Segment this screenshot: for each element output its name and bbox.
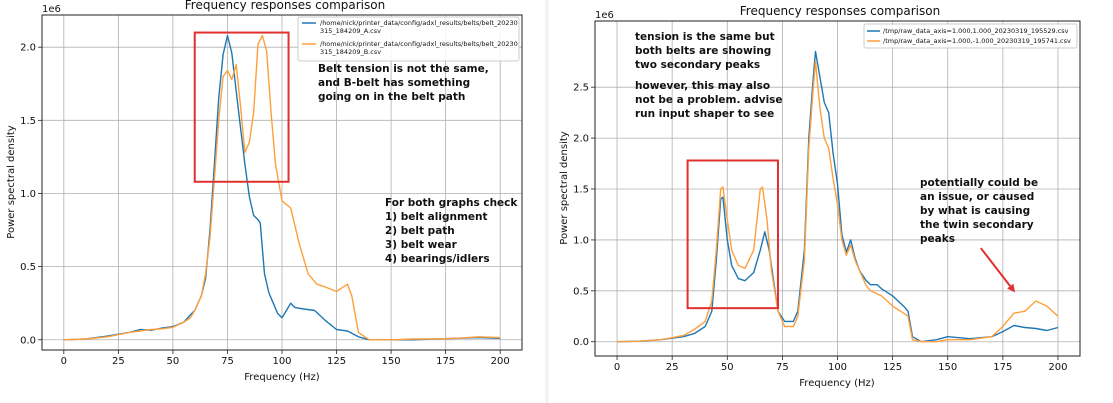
chart-right-y-tick-label: 2.5: [573, 83, 589, 94]
chart-left-y-ticks: 0.0 0.5 1.0 1.5 2.0: [20, 43, 42, 346]
annotation-line: both belts are showing: [635, 45, 771, 57]
chart-right-x-tick-label: 100: [828, 362, 847, 373]
annotation-line: potentially could be: [920, 177, 1038, 189]
chart-left-x-tick-label: 0: [61, 356, 67, 367]
chart-left-legend: /home/nick/printer_data/config/adxl_resu…: [297, 16, 520, 62]
chart-right-x-tick-label: 150: [938, 362, 957, 373]
chart-right-y-tick-label: 0.0: [573, 337, 589, 348]
chart-left-series-b-line: [63, 34, 501, 341]
chart-left-x-tick-label: 100: [272, 356, 291, 367]
legend-left-series-a-line2: 315_184209_A.csv: [320, 27, 381, 35]
chart-right-x-tick-label: 125: [883, 362, 902, 373]
chart-left-annotation-tension: Belt tension is not the same, and B-belt…: [318, 63, 489, 103]
chart-left-x-tick-label: 125: [327, 356, 346, 367]
legend-left-series-a-line1: /home/nick/printer_data/config/adxl_resu…: [320, 19, 518, 27]
chart-left-y-tick-label: 1.5: [20, 116, 36, 127]
chart-right: Frequency responses comparison 1e6 0 25 50…: [559, 4, 1081, 389]
chart-right-y-ticks: 0.0 0.5 1.0 1.5 2.0 2.5: [573, 83, 595, 348]
legend-right-series-b: /tmp/raw_data_axis=1.000,-1.000_20230319…: [883, 37, 1071, 45]
chart-right-y-tick-label: 2.0: [573, 134, 589, 145]
chart-left-x-tick-label: 200: [491, 356, 510, 367]
chart-left-xlabel: Frequency (Hz): [244, 372, 320, 383]
legend-left-series-b-line2: 315_184209_B.csv: [320, 48, 381, 56]
chart-right-y-tick-label: 1.0: [573, 235, 589, 246]
annotation-line: run input shaper to see: [635, 108, 774, 120]
annotation-line: 2) belt path: [385, 225, 455, 237]
chart-left-x-tick-label: 175: [436, 356, 455, 367]
chart-left-highlight-box: [193, 31, 290, 183]
chart-right-annotation-potential-issue: potentially could be an issue, or caused…: [920, 177, 1038, 245]
chart-left-scale-label: 1e6: [42, 4, 61, 15]
chart-right-arrow: [980, 247, 1016, 293]
chart-right-title: Frequency responses comparison: [740, 4, 940, 18]
annotation-line: 1) belt alignment: [385, 211, 488, 223]
chart-right-highlight-box: [686, 159, 779, 310]
chart-left-y-tick-label: 0.5: [20, 262, 36, 273]
chart-right-x-ticks: 0 25 50 75 100 125 150 175 200: [614, 356, 1068, 373]
chart-left-title: Frequency responses comparison: [185, 0, 385, 12]
chart-right-xlabel: Frequency (Hz): [799, 378, 875, 389]
annotation-line: Belt tension is not the same,: [318, 63, 489, 75]
chart-right-x-tick-label: 50: [721, 362, 734, 373]
chart-left-series: [63, 34, 501, 341]
annotation-line: and B-belt has something: [318, 77, 470, 89]
chart-right-x-tick-label: 75: [776, 362, 789, 373]
chart-right-legend: /tmp/raw_data_axis=1.000,1.000_20230319_…: [863, 23, 1078, 49]
chart-right-series-a-line: [616, 50, 1059, 343]
annotation-line: however, this may also: [635, 80, 770, 92]
annotation-line: the twin secondary: [920, 219, 1034, 231]
chart-right-y-tick-label: 1.5: [573, 185, 589, 196]
chart-right-series: [616, 50, 1059, 343]
chart-right-annotation-secondary-peaks: tension is the same but both belts are s…: [635, 31, 783, 120]
chart-right-x-tick-label: 0: [614, 362, 620, 373]
annotation-line: by what is causing: [920, 205, 1030, 217]
chart-left-x-tick-label: 50: [167, 356, 180, 367]
chart-left: Frequency responses comparison 1e6 0 25 50…: [6, 0, 523, 383]
chart-left-annotation-checklist: For both graphs check 1) belt alignment …: [385, 197, 518, 265]
chart-right-ylabel: Power spectral density: [559, 131, 570, 244]
chart-right-scale-label: 1e6: [595, 10, 614, 21]
annotation-line: an issue, or caused: [920, 191, 1034, 203]
chart-left-x-tick-label: 75: [221, 356, 234, 367]
annotation-line: tension is the same but: [635, 31, 775, 43]
annotation-line: going on in the belt path: [318, 91, 465, 103]
chart-right-series-b-line: [616, 61, 1059, 343]
annotation-line: peaks: [920, 233, 955, 245]
panel-separator: [545, 0, 549, 403]
chart-left-ylabel: Power spectral density: [6, 125, 17, 238]
chart-right-grid: [595, 21, 1080, 356]
chart-left-x-tick-label: 25: [112, 356, 125, 367]
chart-right-x-tick-label: 200: [1048, 362, 1067, 373]
chart-right-x-tick-label: 175: [993, 362, 1012, 373]
chart-left-x-tick-label: 150: [382, 356, 401, 367]
annotation-line: For both graphs check: [385, 197, 518, 209]
chart-right-y-tick-label: 0.5: [573, 286, 589, 297]
annotation-line: two secondary peaks: [635, 59, 760, 71]
chart-left-x-ticks: 0 25 50 75 100 125 150 175 200: [61, 350, 510, 367]
chart-right-x-tick-label: 25: [666, 362, 679, 373]
legend-right-series-a: /tmp/raw_data_axis=1.000,1.000_20230319_…: [883, 27, 1069, 35]
annotation-line: not be a problem. advise: [635, 94, 783, 106]
annotation-line: 3) belt wear: [385, 239, 458, 251]
chart-left-y-tick-label: 0.0: [20, 335, 36, 346]
chart-left-y-tick-label: 1.0: [20, 189, 36, 200]
annotation-line: 4) bearings/idlers: [385, 253, 490, 265]
legend-left-series-b-line1: /home/nick/printer_data/config/adxl_resu…: [320, 40, 518, 48]
chart-left-y-tick-label: 2.0: [20, 43, 36, 54]
